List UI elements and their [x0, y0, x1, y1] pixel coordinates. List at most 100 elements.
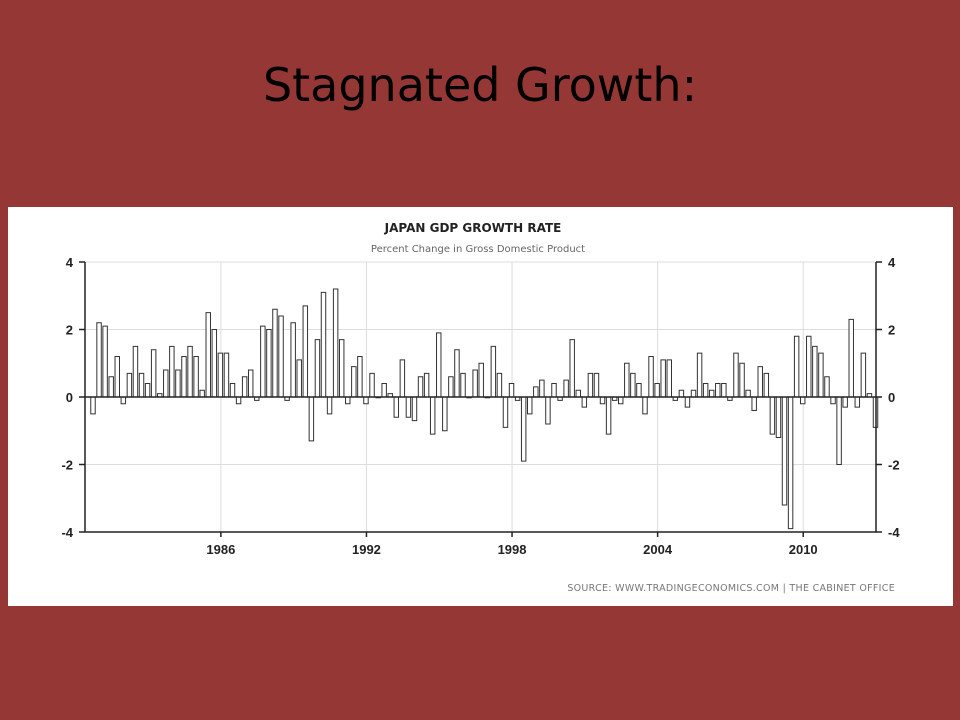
y-tick-label-right: -4: [888, 525, 900, 540]
bar: [417, 376, 424, 398]
x-tick-label: 2004: [643, 542, 673, 557]
bar: [490, 345, 497, 398]
bar: [648, 356, 654, 398]
bar: [199, 389, 205, 398]
bar: [205, 312, 211, 398]
bar: [836, 396, 842, 465]
bar: [508, 383, 515, 398]
bar: [169, 345, 175, 398]
bar: [308, 396, 315, 442]
bar: [696, 352, 703, 398]
bar: [126, 372, 133, 398]
bar: [247, 369, 254, 398]
bar: [454, 349, 460, 398]
bar: [278, 315, 284, 398]
bar: [812, 345, 818, 398]
bar: [654, 383, 660, 398]
bar: [708, 389, 715, 398]
y-tick-label-right: 2: [888, 323, 895, 338]
bar: [624, 362, 630, 398]
bar: [848, 318, 854, 398]
bar: [806, 335, 812, 398]
bar: [630, 372, 636, 398]
bar: [787, 396, 794, 530]
bar: [854, 396, 861, 408]
bar: [781, 396, 788, 506]
chart-panel: JAPAN GDP GROWTH RATE Percent Change in …: [8, 207, 953, 606]
bar: [272, 308, 278, 398]
y-tick-label-right: 0: [888, 390, 895, 405]
x-tick-label: 1992: [352, 542, 381, 557]
x-tick-label: 2010: [789, 542, 818, 557]
bars: [90, 288, 879, 530]
bar: [96, 322, 102, 398]
bar: [351, 366, 357, 398]
x-tick-label: 1986: [206, 542, 235, 557]
bar: [593, 372, 600, 398]
bar: [338, 339, 345, 398]
bar: [326, 396, 333, 415]
bar: [90, 396, 96, 415]
bar: [496, 372, 503, 398]
chart-subtitle: Percent Change in Gross Domestic Product: [371, 244, 585, 255]
bar: [217, 352, 224, 398]
bar: [569, 339, 575, 398]
bar: [150, 349, 157, 398]
x-tick-label: 1998: [498, 542, 527, 557]
bar: [405, 396, 412, 418]
bar: [235, 396, 242, 405]
bar: [721, 383, 727, 398]
bar: [314, 339, 321, 398]
y-tick-label-left: -2: [61, 458, 73, 473]
bar: [769, 396, 776, 435]
bar: [751, 396, 757, 411]
chart-title: JAPAN GDP GROWTH RATE: [384, 221, 562, 235]
bar: [423, 372, 430, 398]
bar: [860, 352, 867, 398]
bar: [539, 379, 545, 398]
bar: [357, 356, 363, 398]
bar: [502, 396, 509, 428]
bar: [478, 362, 484, 398]
bar: [138, 372, 145, 398]
bar: [636, 383, 642, 398]
bar: [144, 383, 151, 398]
bar: [399, 359, 406, 398]
bar: [666, 359, 672, 398]
bar: [739, 362, 745, 398]
bar: [520, 396, 527, 462]
bar: [345, 396, 351, 405]
bar: [229, 383, 236, 398]
bar: [842, 396, 848, 408]
slide-title: Stagnated Growth:: [262, 58, 698, 112]
bar: [132, 345, 139, 398]
bar: [793, 335, 800, 398]
bar: [830, 396, 836, 405]
y-tick-label-left: 0: [66, 390, 73, 405]
y-tick-label-right: -2: [888, 458, 900, 473]
bar: [181, 356, 187, 398]
bar: [551, 383, 557, 398]
bar: [745, 389, 751, 398]
bar: [799, 396, 806, 405]
bar: [114, 356, 120, 398]
bar: [260, 325, 266, 398]
bar: [223, 352, 230, 398]
bar: [320, 291, 327, 398]
bar: [775, 396, 782, 438]
bar: [733, 352, 739, 398]
source-note: SOURCE: WWW.TRADINGECONOMICS.COM | THE C…: [567, 583, 895, 594]
bar: [296, 359, 302, 398]
bar: [605, 396, 612, 435]
bar: [442, 396, 448, 432]
bar: [108, 376, 114, 398]
bar: [575, 389, 581, 398]
bar: [102, 325, 108, 398]
bar: [618, 396, 624, 405]
bar: [472, 369, 478, 398]
bar: [266, 329, 272, 398]
bar: [763, 372, 770, 398]
bar: [187, 345, 193, 398]
y-tick-label-left: -4: [61, 525, 73, 540]
bar: [527, 396, 533, 415]
